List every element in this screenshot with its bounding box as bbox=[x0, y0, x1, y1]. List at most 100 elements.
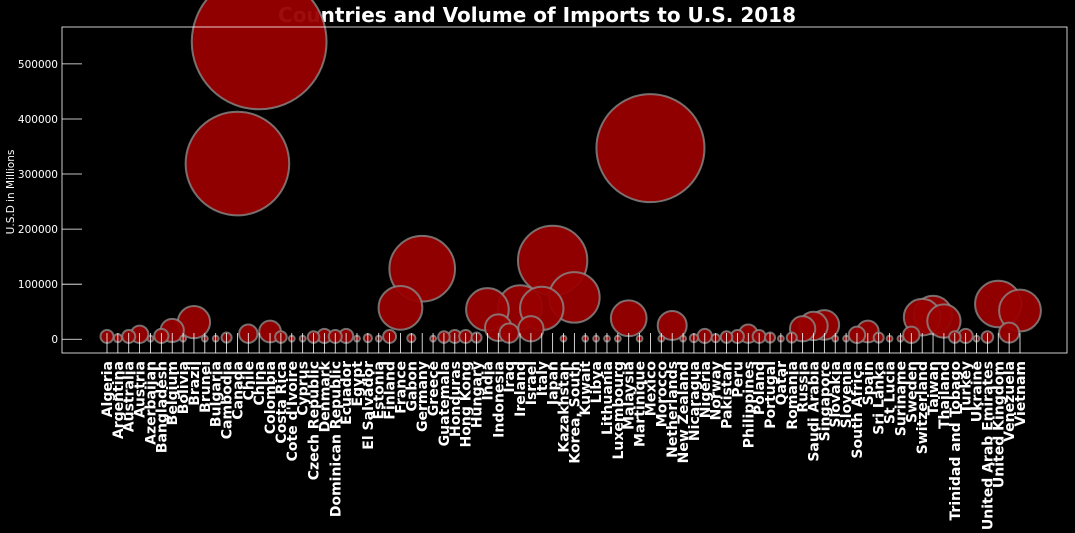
x-tick-label: United Arab Emirates bbox=[980, 361, 996, 530]
x-tick-label: Colombia bbox=[263, 361, 279, 434]
bubble-france bbox=[377, 284, 424, 331]
y-tick-label: 500000 bbox=[18, 59, 58, 71]
x-tick-label: Spain bbox=[861, 361, 877, 405]
x-tick-label: Venezuela bbox=[1002, 361, 1018, 442]
bubble-china bbox=[190, 0, 328, 111]
bubble-mexico bbox=[595, 93, 706, 204]
x-tick-label: Malaysia bbox=[622, 361, 638, 430]
x-tick-label: Qatar bbox=[774, 361, 790, 405]
x-tick-label: Guatemala bbox=[437, 361, 453, 446]
x-tick-label: Chile bbox=[241, 361, 257, 400]
bubble-canada bbox=[184, 110, 291, 217]
x-tick-label: Cyprus bbox=[296, 361, 312, 416]
bubble-layer bbox=[99, 0, 1042, 345]
x-tick-label: Japan bbox=[546, 361, 562, 406]
y-axis-label: U.S.D in Millions bbox=[5, 150, 17, 235]
x-tick-label: France bbox=[393, 361, 409, 414]
x-tick-label: Dominican Republic bbox=[328, 361, 344, 517]
x-tick-label: Brunei bbox=[198, 361, 214, 413]
x-tick-label: Philippines bbox=[741, 361, 757, 448]
x-tick-label: Czech Republic bbox=[307, 361, 323, 480]
x-tick-label: Norway bbox=[709, 361, 725, 420]
x-tick-label: Brazil bbox=[187, 361, 203, 406]
x-tick-label: Australia bbox=[122, 361, 138, 432]
x-tick-label: Bolivia bbox=[176, 361, 192, 414]
x-tick-label: Romania bbox=[785, 361, 801, 430]
x-tick-label: Greece bbox=[426, 361, 442, 416]
x-tick-label: Morocco bbox=[654, 361, 670, 428]
y-tick-label: 100000 bbox=[18, 279, 58, 291]
x-tick-label: Hungary bbox=[470, 361, 486, 428]
x-tick-label: Lithuania bbox=[600, 361, 616, 435]
x-tick-label: Luxembourg bbox=[611, 361, 627, 460]
x-tick-label: Trinidad and Tobago bbox=[948, 361, 964, 521]
x-tick-label: Italy bbox=[535, 361, 551, 396]
x-tick-label: China bbox=[252, 361, 268, 405]
x-tick-label: Martinique bbox=[633, 361, 649, 447]
x-tick-label: United Kingdom bbox=[991, 361, 1007, 488]
x-tick-label: Poland bbox=[752, 361, 768, 415]
x-tick-label: Algeria bbox=[100, 361, 116, 417]
x-tick-label: Sri Lanka bbox=[872, 361, 888, 435]
x-tick-label: Sweden bbox=[904, 361, 920, 423]
x-tick-label: Cambodia bbox=[220, 361, 236, 439]
x-tick-label: Bulgaria bbox=[209, 361, 225, 427]
x-tick-label: Saudi Arabia bbox=[806, 361, 822, 462]
plot-frame bbox=[61, 26, 1068, 354]
x-tick-label: South Africa bbox=[850, 361, 866, 459]
x-tick-label: Kuwait bbox=[578, 361, 594, 416]
x-tick-label: Iraq bbox=[502, 361, 518, 393]
y-tick-label: 300000 bbox=[18, 169, 58, 181]
x-tick-label: Nigeria bbox=[698, 361, 714, 418]
x-axis: AlgeriaArgentinaAustraliaAustriaAzerbaij… bbox=[100, 333, 1029, 530]
x-tick-label: India bbox=[480, 361, 496, 400]
x-tick-label: Ukraine bbox=[970, 361, 986, 422]
x-tick-label: Egypt bbox=[350, 361, 366, 407]
x-tick-label: Turkey bbox=[959, 361, 975, 413]
x-tick-label: Gabon bbox=[404, 361, 420, 412]
x-tick-label: Taiwan bbox=[926, 361, 942, 415]
x-tick-label: Honduras bbox=[448, 361, 464, 437]
x-tick-label: Singapore bbox=[817, 361, 833, 441]
x-tick-label: Vietnam bbox=[1013, 361, 1029, 427]
x-tick-label: Nicaragua bbox=[687, 361, 703, 441]
y-tick-label: 0 bbox=[51, 334, 58, 346]
x-tick-label: Indonesia bbox=[491, 361, 507, 438]
bubble-malaysia bbox=[609, 299, 648, 338]
x-tick-label: Slovenia bbox=[839, 361, 855, 428]
x-tick-label: Mexico bbox=[643, 361, 659, 417]
x-tick-label: El Salvador bbox=[361, 361, 377, 450]
x-tick-label: Azerbaijan bbox=[143, 361, 159, 445]
x-tick-label: Peru bbox=[730, 361, 746, 398]
x-tick-label: Cote d'Ivoire bbox=[285, 361, 301, 461]
x-tick-label: Austria bbox=[133, 361, 149, 418]
x-tick-label: Ireland bbox=[513, 361, 529, 417]
x-tick-label: Canada bbox=[230, 361, 246, 420]
x-tick-label: Germany bbox=[415, 361, 431, 432]
x-tick-label: Kazakhstan bbox=[557, 361, 573, 453]
y-tick-label: 400000 bbox=[18, 114, 58, 126]
y-axis: 0 100000 200000 300000 400000 500000 bbox=[18, 59, 82, 346]
x-tick-label: Finland bbox=[383, 361, 399, 420]
x-tick-label: Thailand bbox=[937, 361, 953, 429]
x-tick-label: Slovakia bbox=[828, 361, 844, 428]
x-tick-label: Libya bbox=[589, 361, 605, 403]
x-tick-label: Israel bbox=[524, 361, 540, 405]
x-tick-label: Pakistan bbox=[720, 361, 736, 429]
x-tick-label: Belgium bbox=[165, 361, 181, 425]
x-tick-label: Switzerland bbox=[915, 361, 931, 454]
x-tick-label: Costa Rica bbox=[274, 361, 290, 444]
x-tick-label: Bangladesh bbox=[154, 361, 170, 453]
x-tick-label: New Zealand bbox=[676, 361, 692, 463]
x-tick-label: Korea, South bbox=[567, 361, 583, 464]
x-tick-label: Denmark bbox=[317, 360, 333, 432]
chart-title: Countries and Volume of Imports to U.S. … bbox=[278, 3, 796, 27]
x-tick-label: Netherlands bbox=[665, 361, 681, 458]
x-tick-label: Portugal bbox=[763, 361, 779, 429]
y-tick-label: 200000 bbox=[18, 224, 58, 236]
x-tick-label: Russia bbox=[796, 361, 812, 413]
x-tick-label: Estonia bbox=[372, 361, 388, 419]
x-tick-label: Suriname bbox=[893, 361, 909, 436]
x-tick-label: Hong Kong bbox=[459, 361, 475, 447]
